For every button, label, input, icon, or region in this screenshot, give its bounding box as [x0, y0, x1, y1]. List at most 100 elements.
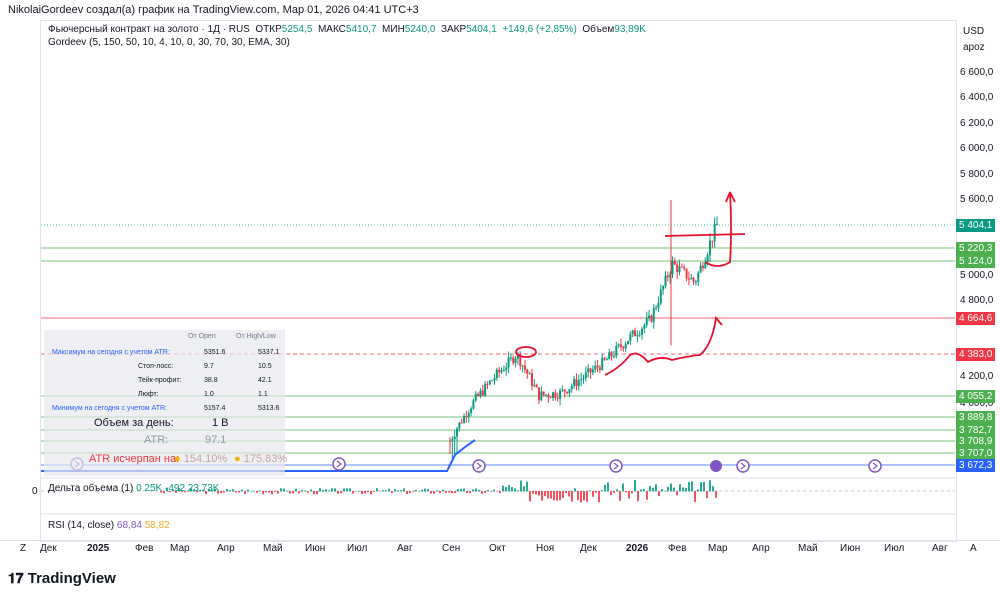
delta-bar	[523, 486, 525, 492]
atr-row-v1: 38.8	[204, 377, 218, 384]
tradingview-logo[interactable]: 𝟏𝟕 TradingView	[8, 570, 116, 587]
delta-bar	[397, 490, 399, 492]
time-tick-label: Июн	[305, 543, 326, 554]
signal-arrow-icon	[740, 462, 746, 470]
candle-body	[573, 379, 576, 386]
auto-scale-toggle[interactable]: A	[970, 543, 977, 554]
price-level-tag[interactable]: 4 383,0	[956, 348, 996, 361]
delta-bar	[238, 491, 240, 493]
currency-code[interactable]: USD	[963, 26, 985, 37]
tv-logo-icon: 𝟏𝟕	[8, 570, 24, 586]
atr-row-v1: 1.0	[204, 391, 214, 398]
candle-body	[493, 377, 496, 381]
candle-body	[547, 394, 550, 398]
delta-bar	[223, 491, 225, 493]
candle-body	[516, 353, 519, 359]
delta-bar	[526, 481, 528, 492]
time-tick-label: Июн	[840, 543, 861, 554]
price-level-tag[interactable]: 5 404,1	[956, 219, 996, 232]
delta-bar	[454, 491, 456, 494]
delta-bar	[535, 491, 537, 495]
candle-body	[481, 390, 484, 396]
price-tick-label: 5 600,0	[960, 194, 994, 205]
atr-label: ATR:	[144, 434, 169, 446]
scroll-left-icon[interactable]: Z	[20, 543, 27, 554]
delta-bar	[376, 488, 378, 492]
candle-body	[671, 260, 674, 275]
delta-bar	[319, 488, 321, 492]
atr-col-highlow: От High/Low	[236, 333, 276, 340]
candle-body	[690, 277, 693, 280]
price-level-tag[interactable]: 5 220,3	[956, 242, 996, 255]
indicator-legend[interactable]: Gordeev (5, 150, 50, 10, 4, 10, 0, 30, 7…	[48, 37, 290, 48]
delta-bar	[712, 486, 714, 492]
annotation-breakout-arrow	[664, 191, 746, 267]
price-level-tag[interactable]: 3 707,0	[956, 447, 996, 460]
time-tick-label: Апр	[752, 543, 770, 554]
delta-bar	[166, 488, 168, 492]
price-level-tag[interactable]: 3 889,8	[956, 411, 996, 424]
delta-bar	[505, 486, 507, 492]
delta-bar	[250, 490, 252, 492]
candle-body	[629, 334, 632, 341]
rsi-legend[interactable]: RSI (14, close) 68,84 58,82	[48, 520, 170, 531]
candle-body	[519, 353, 522, 366]
delta-legend[interactable]: Дельта объема (1) 0 25K -492 23.73K	[48, 483, 219, 494]
delta-bar	[448, 491, 450, 493]
price-level-tag[interactable]: 3 672,3	[956, 459, 996, 472]
delta-bar	[328, 490, 330, 492]
scale-mode[interactable]: apoz	[963, 42, 985, 53]
candle-body	[678, 266, 681, 273]
delta-bar	[574, 488, 576, 492]
delta-bar	[589, 490, 591, 492]
delta-bar	[241, 489, 243, 492]
delta-bar	[196, 491, 198, 493]
time-axis[interactable]	[0, 540, 1000, 557]
candle-body	[716, 224, 718, 226]
delta-bar	[553, 491, 555, 501]
atr-exhausted-v2: ● 175.83%	[234, 453, 287, 465]
candle-body	[535, 384, 538, 388]
delta-bar	[502, 485, 504, 492]
time-tick-label: Май	[263, 543, 283, 554]
candle-body	[561, 389, 564, 391]
delta-bar	[349, 488, 351, 492]
candle-body	[645, 318, 648, 326]
delta-bar	[511, 487, 513, 492]
symbol-name[interactable]: Фьючерсный контракт на золото · 1Д · RUS	[48, 24, 250, 35]
price-level-tag[interactable]: 4 664,6	[956, 312, 996, 325]
price-level-tag[interactable]: 5 124,0	[956, 255, 996, 268]
delta-bar	[640, 489, 642, 492]
delta-bar	[214, 488, 216, 492]
delta-v2: 25K	[144, 483, 163, 494]
price-level-tag[interactable]: 3 708,9	[956, 435, 996, 448]
delta-bar	[184, 491, 186, 493]
candle-body	[636, 335, 639, 337]
candle-body	[634, 330, 637, 337]
price-level-tag[interactable]: 4 055,2	[956, 390, 996, 403]
delta-bar	[628, 491, 630, 499]
price-level-tag[interactable]: 3 782,7	[956, 424, 996, 437]
candle-body	[552, 392, 555, 399]
delta-bar	[625, 491, 627, 493]
delta-bar	[175, 491, 177, 493]
candle-body	[694, 281, 697, 283]
delta-bar	[340, 491, 342, 494]
delta-bar	[310, 489, 312, 492]
price-tick-label: 4 800,0	[960, 295, 994, 306]
candle-body	[676, 264, 679, 273]
candle-body	[474, 393, 477, 401]
logo-text: TradingView	[27, 570, 116, 587]
delta-bar	[415, 489, 417, 492]
delta-bar	[406, 491, 408, 495]
delta-bar	[514, 488, 516, 492]
signal-arrow-icon	[336, 460, 342, 468]
candle-body	[713, 224, 716, 242]
delta-bar	[565, 491, 567, 494]
delta-bar	[466, 491, 468, 494]
delta-bar	[199, 490, 201, 492]
delta-bar	[298, 491, 300, 494]
candle-body	[638, 334, 641, 336]
currency-label[interactable]: USD apoz	[963, 26, 985, 53]
